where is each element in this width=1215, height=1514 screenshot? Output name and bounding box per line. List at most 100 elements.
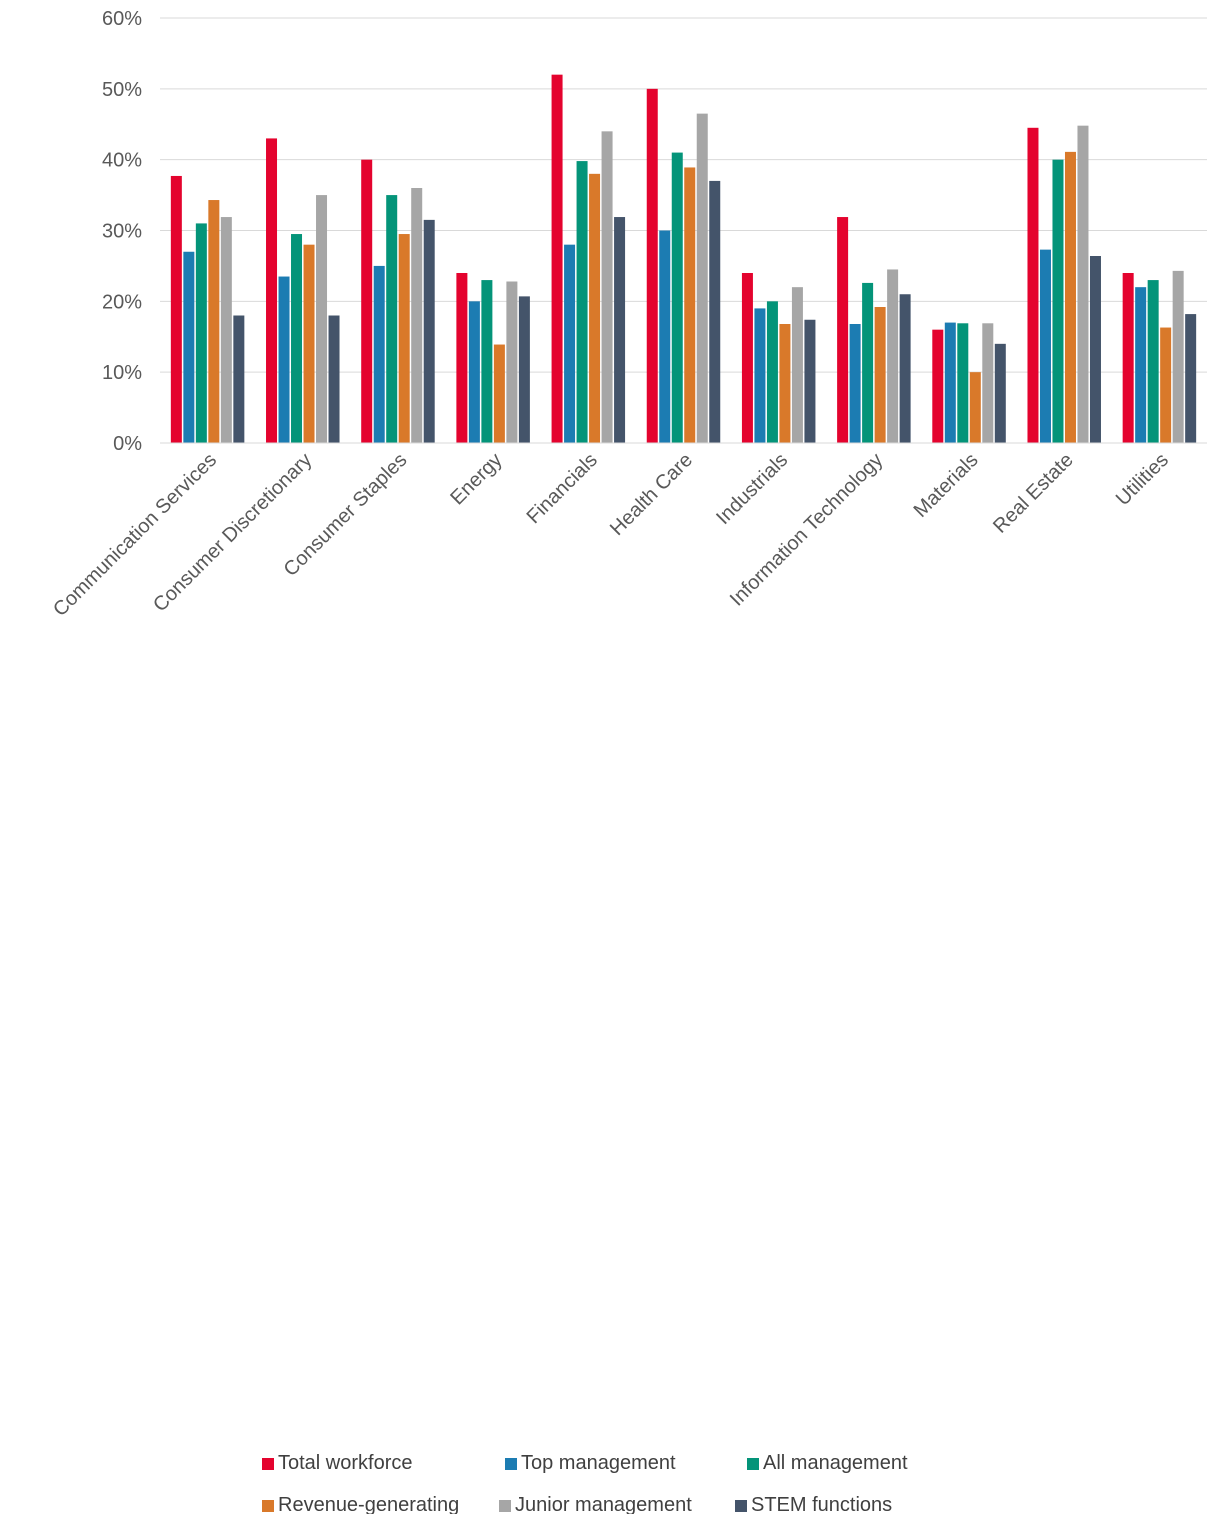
y-tick-label: 40% xyxy=(102,150,142,172)
bar xyxy=(601,131,613,444)
bar xyxy=(887,269,899,443)
legend-item-top-management: Top management xyxy=(505,1452,676,1475)
bar xyxy=(361,159,373,443)
bar xyxy=(183,251,195,443)
bar-chart: 0% 10% 20% 30% 40% 50% 60% Communication Servi… xyxy=(49,8,1207,621)
y-tick-label: 20% xyxy=(102,291,142,313)
bar xyxy=(1052,159,1064,443)
bar xyxy=(1147,280,1159,443)
legend-label: Revenue-generating xyxy=(278,1494,460,1514)
bar xyxy=(506,281,518,443)
y-tick-label: 60% xyxy=(102,8,142,30)
legend-item-revenue-generating: Revenue-generating xyxy=(262,1494,459,1514)
y-tick-label: 50% xyxy=(102,79,142,101)
bar xyxy=(684,167,696,444)
bar xyxy=(266,138,278,443)
bar xyxy=(614,217,626,443)
bar xyxy=(791,287,803,443)
bar xyxy=(551,74,563,444)
bar xyxy=(303,244,315,443)
bar xyxy=(481,280,493,443)
bar xyxy=(932,329,944,443)
chart-root: 0% 10% 20% 30% 40% 50% 60% Communication Servi… xyxy=(49,8,1207,1514)
bar xyxy=(957,323,969,443)
bar xyxy=(195,223,207,443)
bar xyxy=(373,265,385,443)
bar xyxy=(1160,327,1172,443)
bar xyxy=(278,276,290,443)
bar xyxy=(468,301,480,443)
bar xyxy=(220,217,232,443)
bar xyxy=(398,234,410,443)
bar xyxy=(423,219,435,443)
y-axis-ticks: 0% 10% 20% 30% 40% 50% 60% xyxy=(102,8,142,455)
y-tick-label: 10% xyxy=(102,362,142,384)
bar xyxy=(170,175,182,444)
legend-swatch xyxy=(747,1457,759,1470)
bar xyxy=(291,234,303,443)
legend-swatch xyxy=(505,1457,517,1470)
bar xyxy=(316,195,328,443)
bar xyxy=(1185,314,1197,443)
bar xyxy=(837,217,849,443)
bar xyxy=(1064,151,1076,443)
legend-item-all-management: All management xyxy=(747,1452,908,1475)
bar xyxy=(899,294,911,443)
x-tick-label: Consumer Discretionary xyxy=(149,449,316,616)
bar xyxy=(709,180,721,443)
legend-label: Total workforce xyxy=(278,1452,413,1474)
bar xyxy=(754,308,766,443)
bar xyxy=(1039,249,1051,443)
bar xyxy=(696,113,708,443)
legend-label: STEM functions xyxy=(751,1494,893,1514)
bar xyxy=(849,324,861,443)
bar xyxy=(518,296,530,443)
legend-swatch xyxy=(262,1499,274,1512)
legend-label: Top management xyxy=(521,1452,676,1474)
bar xyxy=(208,200,220,443)
bar xyxy=(1122,273,1134,443)
legend-swatch xyxy=(499,1499,511,1512)
bar xyxy=(386,195,398,443)
bar xyxy=(1135,287,1147,443)
legend-label: Junior management xyxy=(515,1494,692,1514)
x-tick-label: Materials xyxy=(910,449,983,522)
bar xyxy=(982,323,994,443)
legend-item-stem-functions: STEM functions xyxy=(735,1494,892,1514)
y-tick-label: 30% xyxy=(102,221,142,243)
bar xyxy=(804,319,816,443)
bar xyxy=(741,273,753,443)
bar xyxy=(576,161,588,444)
legend-label: All management xyxy=(763,1452,908,1474)
bar xyxy=(766,301,778,443)
bar xyxy=(1077,125,1089,444)
legend-item-junior-management: Junior management xyxy=(499,1494,692,1514)
legend-item-total-workforce: Total workforce xyxy=(262,1452,413,1475)
bar xyxy=(659,230,671,443)
bar xyxy=(994,343,1006,443)
bar xyxy=(564,244,576,443)
bar xyxy=(493,344,505,443)
bar xyxy=(646,88,658,443)
bar xyxy=(328,315,340,443)
x-tick-label: Communication Services xyxy=(49,449,221,621)
bar xyxy=(862,282,874,443)
bars xyxy=(170,74,1197,444)
bar xyxy=(1027,127,1039,444)
bar xyxy=(671,152,683,444)
bar xyxy=(874,307,886,443)
bar xyxy=(589,173,601,444)
legend-swatch xyxy=(735,1499,747,1512)
bar xyxy=(411,188,423,443)
bar xyxy=(944,322,956,443)
x-tick-label: Health Care xyxy=(606,449,697,540)
bar xyxy=(233,315,245,443)
bar xyxy=(456,273,468,443)
x-tick-label: Energy xyxy=(446,449,506,509)
bar xyxy=(969,372,981,443)
x-tick-label: Information Technology xyxy=(726,449,888,611)
x-tick-label: Real Estate xyxy=(989,449,1078,538)
x-tick-label: Industrials xyxy=(712,449,792,529)
legend-swatch xyxy=(262,1457,274,1470)
